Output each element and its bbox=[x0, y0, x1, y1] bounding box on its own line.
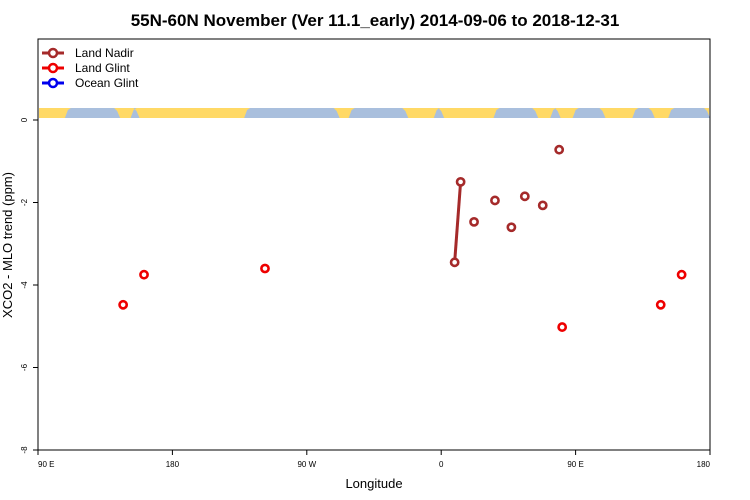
chart-title: 55N-60N November (Ver 11.1_early) 2014-0… bbox=[131, 11, 620, 30]
x-axis-label: Longitude bbox=[345, 476, 402, 491]
y-axis: 0 -2 -4 -6 -8 bbox=[20, 117, 38, 454]
point-land-glint-3 bbox=[557, 322, 568, 332]
legend-label-land-glint: Land Glint bbox=[75, 61, 130, 75]
map-strip-ocean-2 bbox=[244, 108, 340, 118]
x-axis: 90 E 180 90 W 0 90 E 180 bbox=[37, 450, 711, 469]
legend-item-land-glint: Land Glint bbox=[42, 61, 130, 75]
point-land-nadir-3 bbox=[490, 195, 500, 206]
point-land-glint-5 bbox=[676, 269, 687, 280]
y-tick-label-2: -4 bbox=[20, 281, 29, 289]
point-land-nadir-2 bbox=[469, 216, 479, 227]
map-strip-ocean-6 bbox=[550, 108, 561, 118]
map-strip-ocean-3 bbox=[348, 108, 409, 118]
point-land-glint-2 bbox=[260, 263, 270, 274]
legend: Land Nadir Land Glint Ocean Glint bbox=[42, 46, 139, 90]
map-strip-ocean-8 bbox=[632, 108, 655, 118]
y-tick-label-1: -2 bbox=[20, 198, 29, 206]
point-land-nadir-7 bbox=[554, 144, 565, 155]
x-tick-label-1: 180 bbox=[166, 460, 180, 469]
x-tick-label-5: 180 bbox=[697, 460, 711, 469]
legend-item-land-nadir: Land Nadir bbox=[42, 46, 134, 60]
map-strip-ocean-7 bbox=[572, 108, 606, 118]
legend-marker-ocean-glint bbox=[47, 77, 59, 89]
legend-item-ocean-glint: Ocean Glint bbox=[42, 76, 139, 90]
point-land-nadir-6 bbox=[537, 200, 548, 211]
x-tick-label-2: 90 W bbox=[297, 460, 316, 469]
map-strip-ocean-1 bbox=[130, 108, 140, 118]
y-tick-label-3: -6 bbox=[20, 363, 29, 371]
point-land-nadir-5 bbox=[519, 191, 530, 202]
y-tick-label-4: -8 bbox=[20, 446, 29, 454]
series-line-land-nadir-0 bbox=[453, 181, 463, 263]
map-strip-ocean-0 bbox=[64, 108, 121, 118]
x-tick-label-4: 90 E bbox=[567, 460, 583, 469]
legend-label-land-nadir: Land Nadir bbox=[75, 46, 134, 60]
map-strip-ocean-5 bbox=[493, 108, 539, 118]
point-land-glint-1 bbox=[139, 269, 149, 280]
y-tick-label-0: 0 bbox=[20, 117, 29, 122]
map-strip-ocean-9 bbox=[668, 108, 710, 118]
point-land-nadir-4 bbox=[506, 222, 517, 233]
x-tick-label-0: 90 E bbox=[38, 460, 54, 469]
legend-marker-land-glint bbox=[47, 62, 59, 74]
point-land-glint-0 bbox=[118, 299, 129, 310]
point-land-nadir-0 bbox=[449, 257, 460, 268]
world-map-strip bbox=[39, 108, 710, 118]
legend-label-ocean-glint: Ocean Glint bbox=[75, 76, 139, 90]
x-tick-label-3: 0 bbox=[439, 460, 444, 469]
map-strip-ocean-4 bbox=[433, 108, 445, 118]
legend-marker-land-nadir bbox=[47, 47, 59, 59]
point-land-nadir-1 bbox=[455, 176, 466, 187]
plot-frame bbox=[37, 38, 711, 451]
point-land-glint-4 bbox=[655, 299, 666, 310]
y-axis-label: XCO2 - MLO trend (ppm) bbox=[0, 172, 15, 318]
data-series bbox=[118, 144, 687, 332]
